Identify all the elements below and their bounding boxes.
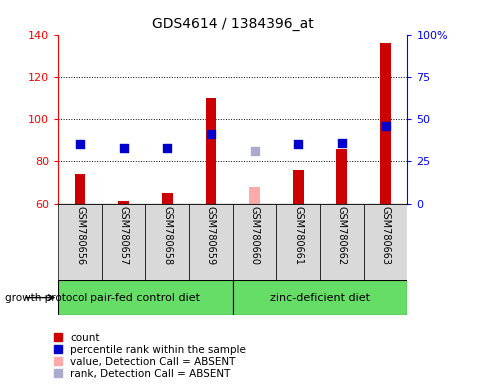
Text: GSM780661: GSM780661: [293, 206, 302, 265]
Bar: [249, 187, 259, 204]
Bar: [379, 43, 390, 204]
Text: GSM780660: GSM780660: [249, 206, 259, 265]
Text: GSM780656: GSM780656: [75, 206, 85, 265]
Bar: [205, 98, 216, 204]
Bar: [232, 204, 276, 280]
Text: GSM780658: GSM780658: [162, 206, 172, 265]
Bar: [75, 174, 85, 204]
Point: [294, 141, 302, 147]
Text: GSM780657: GSM780657: [119, 206, 128, 265]
Bar: [118, 201, 129, 204]
Bar: [319, 204, 363, 280]
Legend: count, percentile rank within the sample, value, Detection Call = ABSENT, rank, : count, percentile rank within the sample…: [54, 333, 246, 379]
Point: [120, 145, 127, 151]
Point: [250, 148, 258, 154]
Point: [163, 145, 171, 151]
Bar: [58, 204, 102, 280]
Bar: [336, 149, 347, 204]
Bar: [162, 193, 172, 204]
Bar: [232, 280, 407, 315]
Bar: [58, 280, 232, 315]
Point: [76, 141, 84, 147]
Bar: [189, 204, 232, 280]
Point: [337, 140, 345, 146]
Text: GSM780662: GSM780662: [336, 206, 346, 265]
Text: growth protocol: growth protocol: [5, 293, 87, 303]
Bar: [363, 204, 407, 280]
Text: GSM780663: GSM780663: [380, 206, 390, 265]
Point: [381, 123, 389, 129]
Point: [207, 131, 214, 137]
Bar: [145, 204, 189, 280]
Title: GDS4614 / 1384396_at: GDS4614 / 1384396_at: [151, 17, 313, 31]
Text: pair-fed control diet: pair-fed control diet: [91, 293, 200, 303]
Text: zinc-deficient diet: zinc-deficient diet: [270, 293, 369, 303]
Bar: [102, 204, 145, 280]
Bar: [292, 170, 303, 204]
Bar: [276, 204, 319, 280]
Text: GSM780659: GSM780659: [206, 206, 215, 265]
